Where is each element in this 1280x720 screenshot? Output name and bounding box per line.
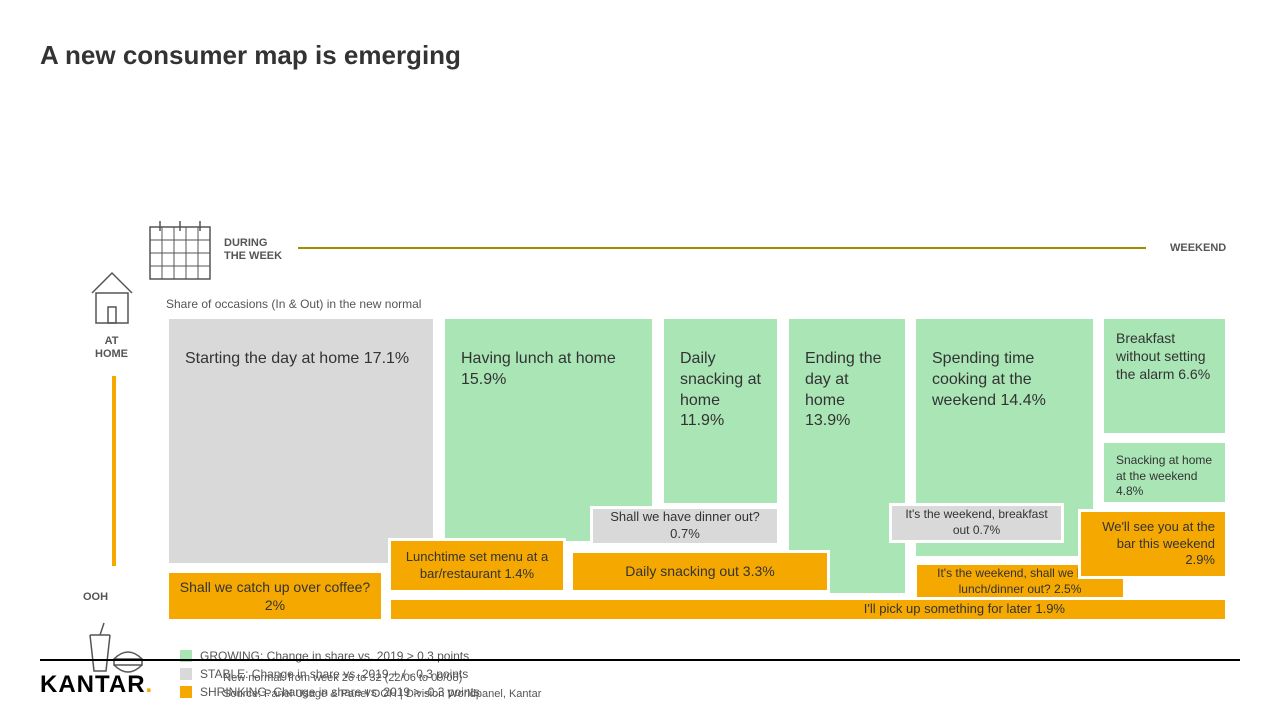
treemap-box: I'll pick up something for later 1.9%	[388, 597, 1228, 622]
box-label: Having lunch at home 15.9%	[445, 319, 652, 401]
slide: A new consumer map is emerging	[0, 0, 1280, 720]
page-title: A new consumer map is emerging	[40, 40, 1240, 71]
box-label: Spending time cooking at the weekend 14.…	[916, 319, 1093, 421]
treemap-box: Daily snacking at home 11.9%	[661, 316, 780, 506]
box-label: Breakfast without setting the alarm 6.6%	[1104, 319, 1225, 394]
box-label: It's the weekend, breakfast out 0.7%	[892, 503, 1061, 542]
treemap-box: Shall we catch up over coffee? 2%	[166, 570, 384, 622]
box-label: We'll see you at the bar this weekend 2.…	[1081, 515, 1225, 574]
treemap-box: Starting the day at home 17.1%	[166, 316, 436, 566]
treemap-box: Daily snacking out 3.3%	[570, 550, 830, 593]
chart-area: DURING THE WEEK WEEKEND AT HOME OOH Shar…	[40, 101, 1240, 621]
treemap-box: Snacking at home at the weekend 4.8%	[1101, 440, 1228, 505]
chart-subtitle: Share of occasions (In & Out) in the new…	[166, 297, 421, 311]
y-axis-top-label: AT HOME	[95, 335, 128, 361]
box-label: Daily snacking at home 11.9%	[664, 319, 777, 442]
kantar-logo: KANTAR.	[40, 671, 153, 699]
treemap-box: It's the weekend, breakfast out 0.7%	[889, 503, 1064, 543]
y-axis-bottom-label: OOH	[83, 591, 108, 604]
box-label: Ending the day at home 13.9%	[789, 319, 905, 442]
footer: KANTAR. New normal: from week 26 to 32 (…	[40, 659, 1240, 702]
box-label: Shall we catch up over coffee? 2%	[169, 574, 381, 618]
x-axis-left-label: DURING THE WEEK	[224, 237, 282, 263]
x-axis-line	[298, 247, 1146, 249]
x-axis-right-label: WEEKEND	[1170, 242, 1226, 255]
treemap-box: Lunchtime set menu at a bar/restaurant 1…	[388, 538, 566, 593]
box-label: Daily snacking out 3.3%	[617, 558, 782, 584]
treemap-box: We'll see you at the bar this weekend 2.…	[1078, 509, 1228, 579]
footnote: New normal: from week 26 to 32 (22/06 to…	[223, 671, 541, 702]
box-label: Snacking at home at the weekend 4.8%	[1104, 443, 1225, 505]
box-label: Starting the day at home 17.1%	[169, 319, 425, 380]
box-label: Shall we have dinner out? 0.7%	[593, 506, 777, 546]
box-label: Lunchtime set menu at a bar/restaurant 1…	[391, 545, 563, 587]
calendar-icon	[148, 219, 212, 283]
box-label: I'll pick up something for later 1.9%	[854, 597, 1225, 622]
treemap-box: Breakfast without setting the alarm 6.6%	[1101, 316, 1228, 436]
home-icon	[88, 269, 136, 325]
y-axis-bar	[112, 376, 116, 566]
treemap-box: Shall we have dinner out? 0.7%	[590, 506, 780, 546]
